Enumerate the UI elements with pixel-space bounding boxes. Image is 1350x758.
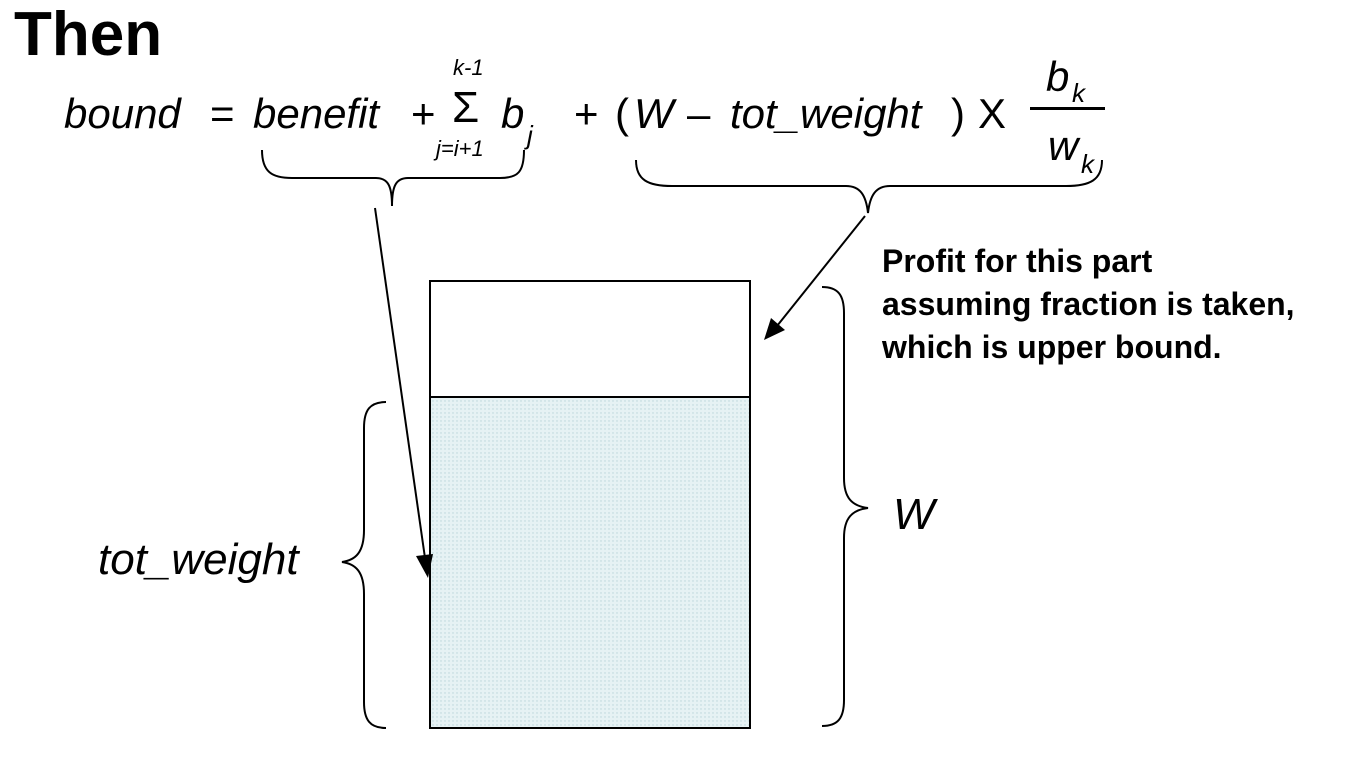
formula-times: X	[978, 90, 1007, 137]
brace-W	[821, 286, 869, 727]
arrow-line-to-filled	[374, 207, 426, 559]
sum-lower-limit: j=i+1	[436, 136, 484, 161]
W-label: W	[893, 490, 935, 539]
knapsack-top-part	[429, 280, 751, 398]
formula-bound: bound	[64, 90, 181, 137]
fraction-denominator-subscript: k	[1081, 149, 1094, 179]
sigma-symbol: Σ	[452, 83, 480, 132]
annotation-line-2: assuming fraction is taken,	[882, 286, 1295, 322]
fraction-numerator-subscript: k	[1072, 78, 1085, 108]
formula-b-subscript: j	[527, 120, 533, 150]
fraction-denominator: w	[1048, 122, 1079, 169]
annotation-text: Profit for this part assuming fraction i…	[882, 240, 1295, 369]
formula-W: W	[634, 90, 674, 137]
formula-minus: –	[687, 90, 711, 137]
formula-open-paren: (	[615, 90, 629, 137]
arrow-line-to-empty	[776, 215, 866, 327]
fraction-numerator: b	[1046, 53, 1070, 100]
formula-b: b	[501, 90, 525, 137]
formula-benefit: benefit	[253, 90, 380, 137]
brace-fraction-term	[635, 159, 1103, 214]
slide-heading: Then	[14, 0, 163, 69]
brace-tot-weight	[341, 401, 387, 729]
fraction-bar	[1030, 107, 1105, 110]
formula-tot-weight: tot_weight	[730, 90, 922, 137]
formula-plus-1: +	[411, 90, 436, 137]
arrowhead-to-filled	[416, 554, 433, 578]
brace-benefit-sum	[261, 149, 525, 207]
formula-close-paren: )	[951, 90, 965, 137]
knapsack-filled-part	[429, 396, 751, 729]
annotation-line-3: which is upper bound.	[882, 329, 1222, 365]
formula-equals: =	[210, 90, 235, 137]
sum-upper-limit: k-1	[453, 55, 484, 80]
annotation-line-1: Profit for this part	[882, 243, 1153, 279]
tot-weight-label: tot_weight	[98, 535, 299, 584]
arrowhead-to-empty	[764, 318, 785, 340]
formula-plus-2: +	[574, 90, 599, 137]
